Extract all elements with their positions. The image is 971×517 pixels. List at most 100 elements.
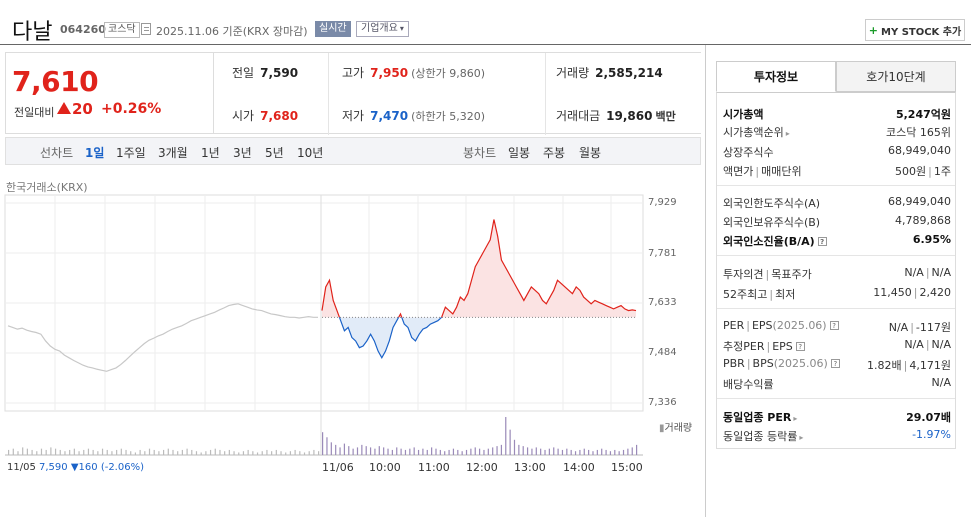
sector-per-row[interactable]: 동일업종 PER ▸ 29.07배 — [723, 409, 951, 427]
volume-bar — [271, 451, 273, 455]
market-cap-rank-label: 시가총액순위 — [723, 126, 784, 139]
candle-chart-label: 봉차트 — [463, 146, 497, 160]
section-divider — [717, 255, 955, 256]
period-10y[interactable]: 10년 — [297, 146, 324, 160]
volume-bar — [404, 449, 407, 455]
period-1d[interactable]: 1일 — [85, 146, 105, 160]
market-badge: 코스닥 — [104, 22, 140, 38]
volume-bar — [500, 444, 503, 455]
help-icon[interactable]: ? — [830, 359, 840, 368]
pbr-label: PBR — [723, 357, 745, 370]
volume-bar — [596, 449, 598, 455]
period-5y[interactable]: 5년 — [265, 146, 284, 160]
volume-bar — [431, 447, 433, 455]
volume-bar — [474, 447, 476, 455]
volume-bar — [26, 448, 28, 455]
help-icon[interactable]: ? — [795, 342, 805, 351]
header-divider — [0, 44, 971, 45]
help-icon[interactable]: ? — [817, 237, 827, 246]
volume-cell: 거래량 2,585,214 — [556, 64, 663, 81]
section-divider — [717, 185, 955, 186]
volume-bar — [513, 439, 516, 455]
volume-bar — [252, 451, 254, 455]
volume-bar — [435, 448, 437, 455]
period-3m[interactable]: 3개월 — [158, 146, 188, 160]
open-label: 시가 — [232, 109, 255, 123]
trade-value-cell: 거래대금 19,860 백만 — [556, 107, 676, 124]
change-label: 전일대비 — [14, 106, 55, 119]
volume-bar — [561, 449, 564, 455]
volume-bar — [303, 452, 306, 455]
volume-bar — [496, 446, 498, 455]
price-area-up — [322, 219, 636, 318]
period-3y[interactable]: 3년 — [233, 146, 252, 160]
volume-bar — [457, 449, 459, 455]
up-triangle-icon — [57, 102, 71, 114]
volume-bar — [219, 449, 221, 455]
price-change: 20 — [72, 100, 93, 118]
prev-day-summary: 11/05 7,590 ▼160 (-2.06%) — [7, 462, 144, 473]
price-line-up — [321, 219, 637, 318]
prev-close-cell: 전일 7,590 — [232, 64, 298, 81]
trade-value-unit: 백만 — [655, 110, 676, 123]
chevron-right-icon: ▸ — [793, 414, 798, 423]
volume-bar — [618, 451, 620, 455]
volume-bar — [134, 452, 137, 455]
foreign-hold-row: 외국인보유주식수(B) 4,789,868 — [723, 214, 951, 232]
add-my-stock-label: MY STOCK 추가 — [881, 26, 962, 38]
bps-value: 4,171원 — [909, 359, 951, 372]
volume-bar — [275, 449, 277, 455]
volume-bar — [465, 449, 468, 455]
help-icon[interactable]: ? — [829, 321, 839, 330]
eps-label: EPS — [751, 319, 773, 332]
volume-bar — [87, 448, 90, 455]
foreign-hold-label: 외국인보유주식수(B) — [723, 216, 821, 229]
foreign-limit-value: 68,949,040 — [888, 195, 951, 208]
market-cap-rank-row[interactable]: 시가총액순위 ▸ 코스닥 165위 — [723, 124, 951, 142]
volume-bar — [69, 449, 71, 455]
volume-bar — [280, 451, 282, 455]
volume-bar — [583, 448, 585, 455]
volume-bar — [439, 449, 441, 455]
price-chart[interactable] — [0, 0, 705, 517]
volume-bar — [50, 447, 52, 455]
volume-bar — [522, 446, 524, 455]
price-change-pct: +0.26% — [101, 101, 162, 117]
period-1y[interactable]: 1년 — [201, 146, 220, 160]
volume-bar — [605, 449, 607, 455]
candle-monthly[interactable]: 월봉 — [579, 146, 602, 160]
sector-change-row[interactable]: 동일업종 등락률 ▸ -1.97% — [723, 428, 951, 446]
volume-bar — [566, 448, 568, 455]
volume-bar — [186, 448, 188, 455]
volume-bar — [409, 448, 411, 455]
volume-bar — [322, 432, 324, 455]
candle-daily[interactable]: 일봉 — [508, 146, 531, 160]
volume-bar — [627, 448, 629, 455]
opinion-row: 투자의견 | 목표주가 N/A | N/A — [723, 266, 951, 281]
lower-limit: (하한가 5,320) — [411, 110, 485, 123]
volume-bar — [614, 449, 616, 455]
chart-source-label: 한국거래소(KRX) — [6, 181, 88, 194]
market-cap-row: 시가총액 5,247억원 — [723, 106, 951, 124]
y-tick: 7,336 — [648, 397, 677, 408]
volume-bar — [339, 447, 341, 455]
listed-shares-row: 상장주식수 68,949,040 — [723, 144, 951, 162]
volume-bar — [391, 449, 393, 455]
foreign-hold-value: 4,789,868 — [895, 214, 951, 227]
tab-order-book[interactable]: 호가10단계 — [836, 61, 956, 92]
add-my-stock-button[interactable]: + MY STOCK 추가 — [865, 19, 965, 41]
volume-bar — [209, 449, 212, 455]
candle-weekly[interactable]: 주봉 — [543, 146, 566, 160]
volume-legend-label: 거래량 — [664, 423, 693, 434]
foreign-limit-row: 외국인한도주식수(A) 68,949,040 — [723, 195, 951, 213]
volume-bar — [200, 452, 202, 455]
period-1w[interactable]: 1주일 — [116, 146, 146, 160]
volume-bar — [17, 451, 19, 455]
tab-investment-info[interactable]: 투자정보 — [716, 61, 836, 92]
volume-bar — [444, 451, 446, 455]
y-tick: 7,633 — [648, 297, 677, 308]
company-overview-button[interactable]: 기업개요 ▾ — [356, 21, 409, 37]
realtime-badge[interactable]: 실시간 — [315, 21, 351, 37]
volume-bar — [261, 451, 263, 455]
y-tick: 7,929 — [648, 197, 677, 208]
